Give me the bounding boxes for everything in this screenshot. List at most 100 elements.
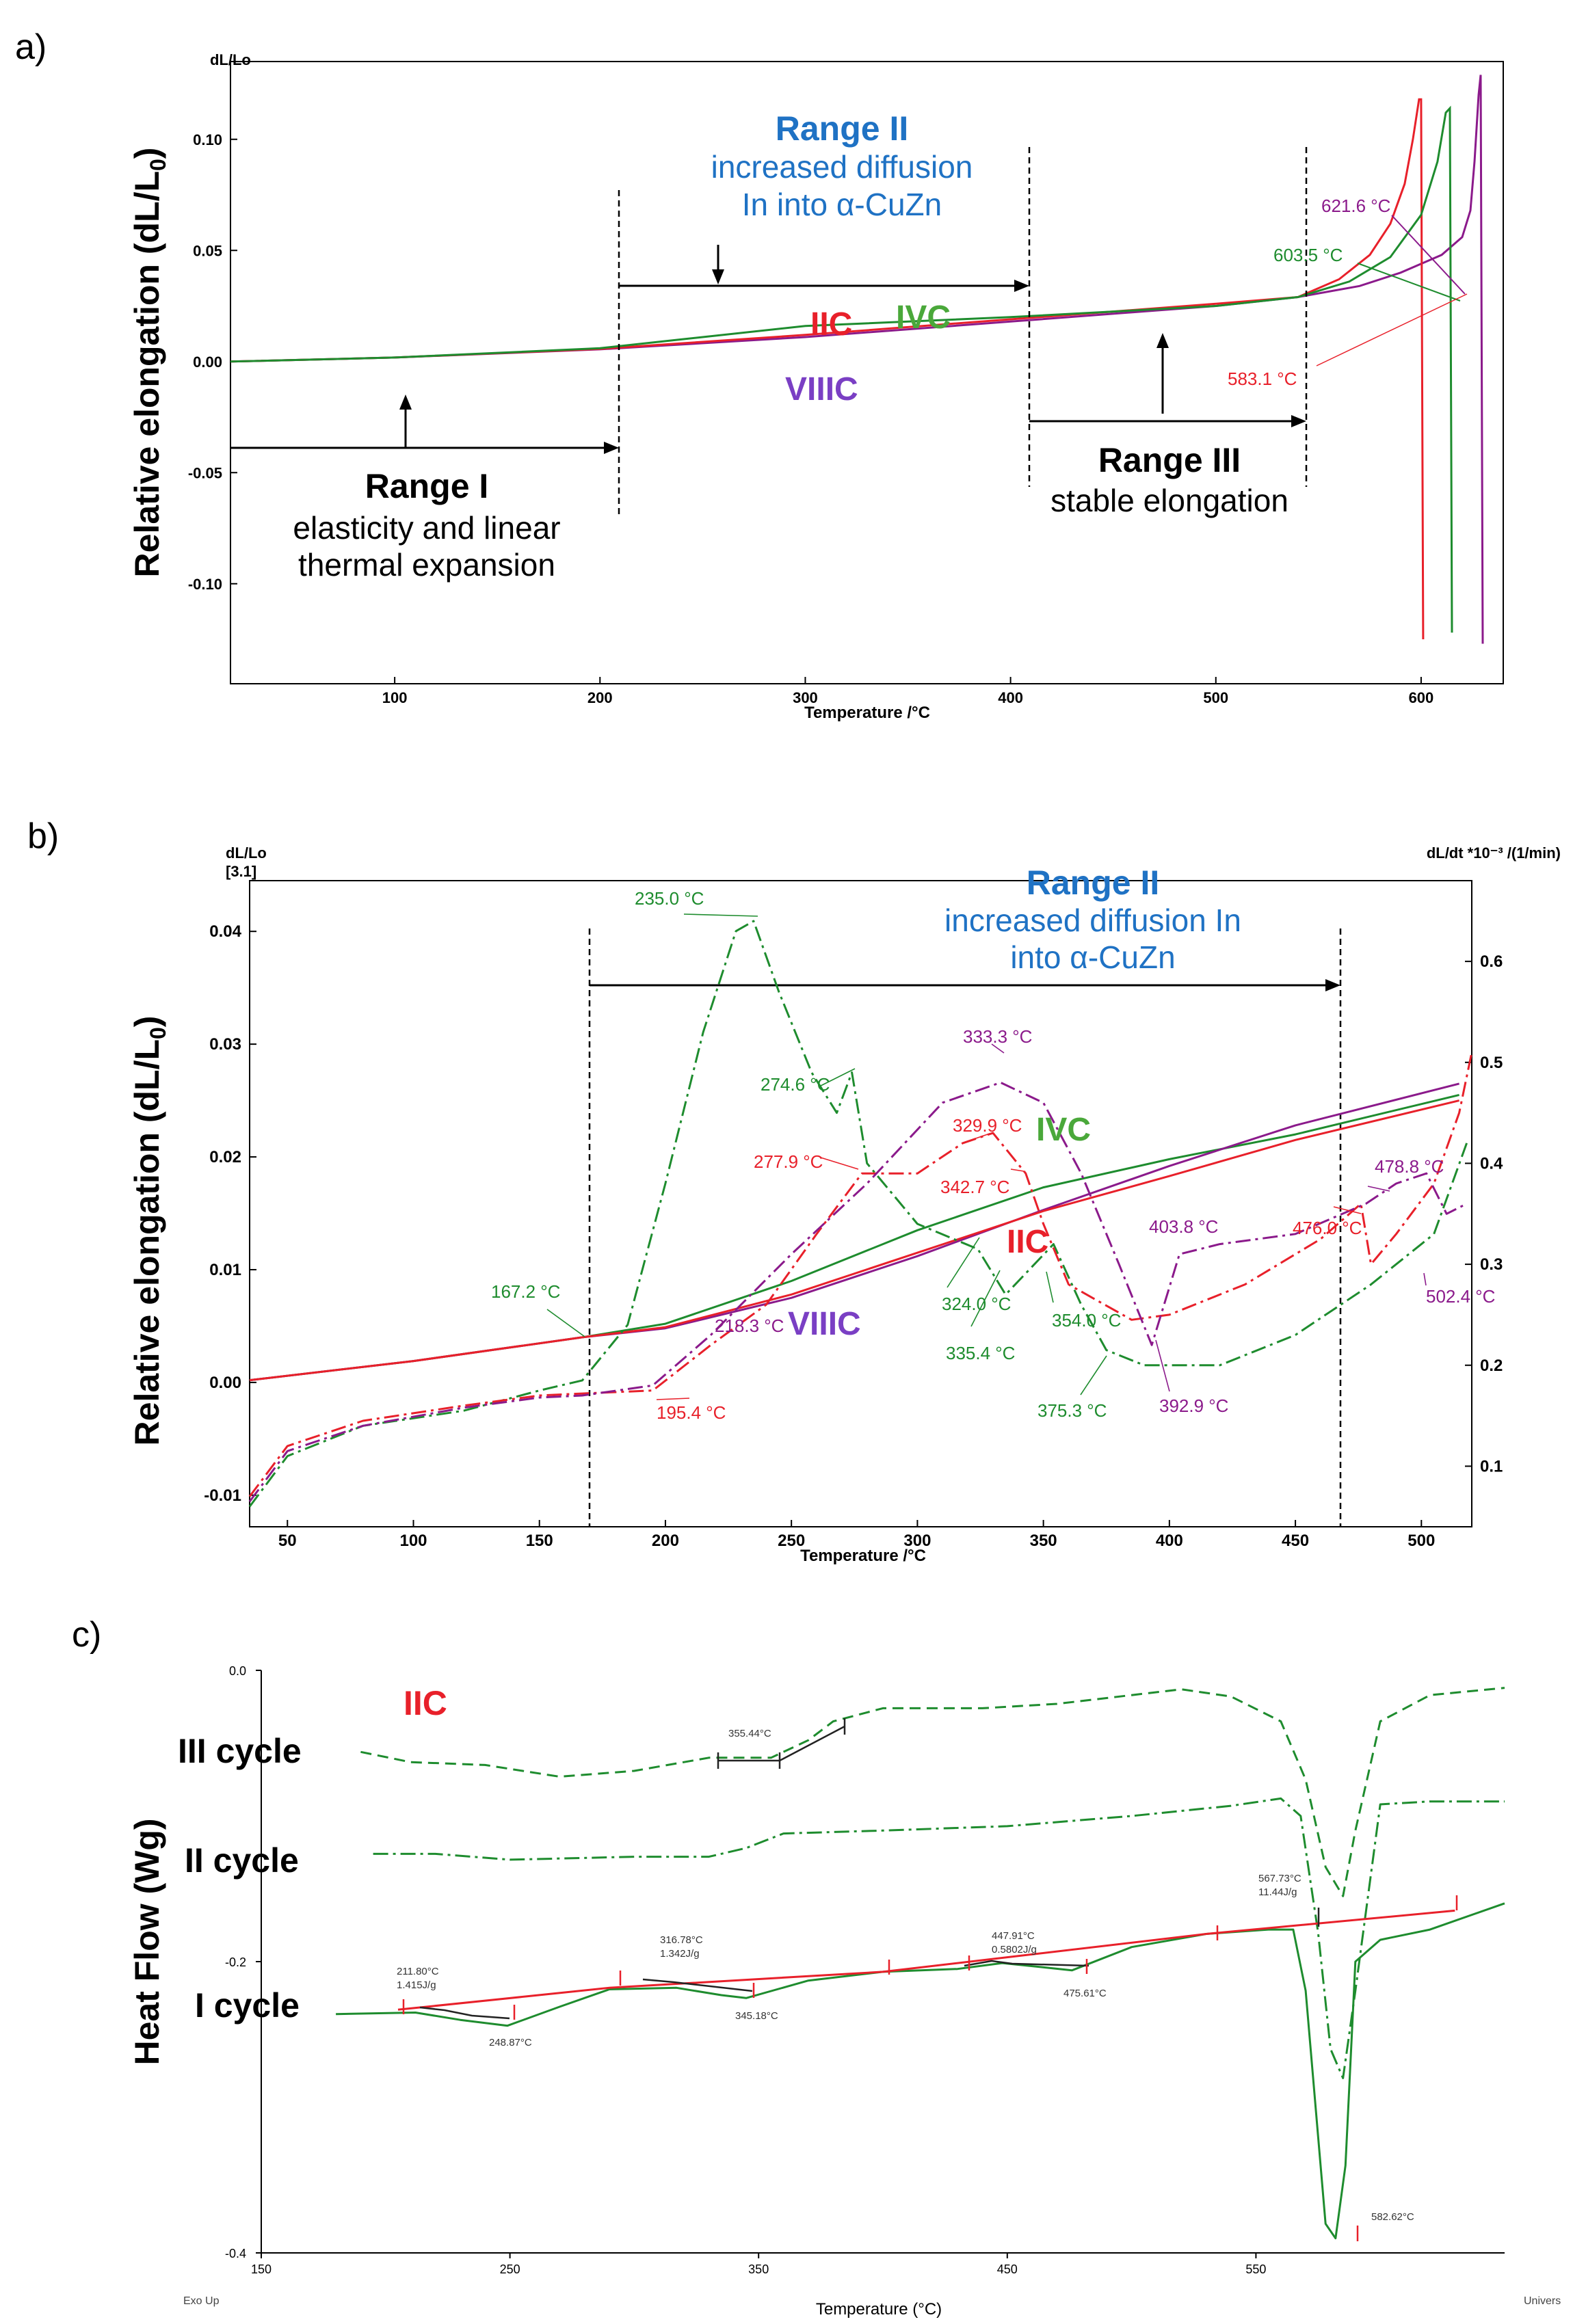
panel-a: a) dL/Lo Relative elongation (dL/L0) 100… [15, 27, 1504, 722]
panel-b-series-label-iic: IIC [1007, 1224, 1048, 1260]
b-x-tick-label: 400 [1156, 1532, 1183, 1550]
b-x-tick-label: 450 [1282, 1532, 1309, 1550]
b-y-tick-label: 0.03 [209, 1035, 241, 1054]
panel-b-callout-329: 329.9 °C [953, 1115, 1022, 1136]
panel-c-corner-left: Exo Up [183, 2295, 220, 2307]
b-y-tick-label: -0.01 [204, 1486, 241, 1505]
panel-c-annot-345: 345.18°C [735, 2010, 778, 2022]
c-y-tick-label: -0.2 [225, 1955, 246, 1969]
b-x-tick-label: 100 [399, 1532, 427, 1550]
a-y-tick-label: 0.05 [193, 242, 222, 259]
panel-c-y-label: Heat Flow (Wg) [128, 1818, 166, 2065]
b-x-tick-label: 50 [278, 1532, 297, 1550]
panel-c-baseline-markers [402, 1895, 1458, 2241]
panel-a-y-label: Relative elongation (dL/L0) [128, 148, 170, 578]
b-y-tick-label: 0.01 [209, 1261, 241, 1279]
panel-c-y-ticks: 0.0 -0.2 -0.4 [225, 1664, 261, 2260]
panel-b-callout-403: 403.8 °C [1149, 1216, 1218, 1237]
panel-a-x-label: Temperature /°C [804, 704, 930, 722]
panel-b-plot-frame [249, 880, 1472, 1527]
panel-a-range3-title: Range III [1098, 441, 1241, 479]
b-y2-tick-label: 0.2 [1480, 1357, 1503, 1375]
panel-a-range2-down-arrowhead [712, 269, 724, 284]
c-series-i-cycle [336, 1902, 1505, 2240]
panel-c-annot-355: 355.44°C [728, 1728, 771, 1739]
c-x-tick-label: 250 [500, 2262, 520, 2276]
panel-b-callout-333: 333.3 °C [963, 1026, 1032, 1047]
b-y-tick-label: 0.04 [209, 922, 241, 941]
a-series-viiic [230, 75, 1484, 644]
panel-b-label: b) [27, 816, 59, 856]
b-x-tick-label: 500 [1407, 1532, 1435, 1550]
panel-a-callout-583: 583.1 °C [1228, 369, 1297, 389]
a-y-tick-label: -0.10 [188, 576, 222, 593]
panel-a-series-label-viiic: VIIIC [785, 371, 858, 408]
panel-b-series-label-viiic: VIIIC [788, 1306, 861, 1342]
a-x-tick-label: 100 [382, 689, 408, 706]
panel-c-annot-316: 316.78°C [660, 1934, 703, 1946]
panel-a-range1-up-arrowhead [399, 395, 412, 410]
panel-b-y-unit: dL/Lo [226, 844, 267, 862]
b-y2-tick-label: 0.1 [1480, 1457, 1503, 1475]
panel-a-series-label-ivc: IVC [896, 299, 951, 336]
panel-b-callout-324: 324.0 °C [942, 1294, 1011, 1314]
panel-b-callout-167: 167.2 °C [491, 1281, 560, 1302]
a-y-tick-label: -0.05 [188, 464, 222, 481]
c-y-tick-label: -0.4 [225, 2247, 246, 2260]
panel-c-series [336, 1687, 1505, 2240]
c-x-tick-label: 350 [748, 2262, 769, 2276]
c-x-tick-label: 450 [997, 2262, 1018, 2276]
panel-b-callout-342: 342.7 °C [940, 1177, 1009, 1197]
a-x-tick-label: 300 [793, 689, 818, 706]
panel-b-callout-375: 375.3 °C [1037, 1400, 1107, 1421]
b-y2-tick-label: 0.6 [1480, 952, 1503, 971]
panel-a-plot-frame [230, 61, 1504, 684]
panel-c-integration-segments [419, 1718, 1089, 2020]
a-x-tick-label: 200 [587, 689, 613, 706]
panel-a-range2-arrowhead [1014, 280, 1029, 292]
b-y2-tick-label: 0.3 [1480, 1255, 1503, 1274]
panel-b-callout-502: 502.4 °C [1426, 1286, 1495, 1307]
panel-c-annot-582: 582.62°C [1371, 2211, 1414, 2223]
panel-b-x-ticks: 50 100 150 200 250 300 350 400 450 500 [278, 1520, 1435, 1550]
panel-b-callout-195: 195.4 °C [657, 1402, 726, 1423]
panel-c-label: c) [72, 1615, 101, 1655]
c-x-tick-label: 550 [1245, 2262, 1266, 2276]
panel-b-callout-277: 277.9 °C [754, 1151, 823, 1172]
panel-b-callout-476: 476.0 °C [1293, 1218, 1362, 1238]
b-y-tick-label: 0.02 [209, 1148, 241, 1166]
panel-c-annot-475: 475.61°C [1063, 1988, 1107, 1999]
panel-a-range3-line1: stable elongation [1050, 483, 1288, 518]
panel-a-range2-line2: In into α-CuZn [742, 187, 942, 222]
panel-c-annot-211-area: 1.415J/g [397, 1979, 436, 1991]
panel-b-series [248, 920, 1473, 1508]
panel-a-callout-leader-621 [1391, 215, 1466, 295]
panel-a-series-label-iic: IIC [810, 306, 852, 343]
a-series-iic [230, 98, 1425, 640]
panel-a-callout-621: 621.6 °C [1321, 196, 1390, 216]
panel-c-x-label: Temperature (°C) [816, 2300, 942, 2319]
b-y2-tick-label: 0.5 [1480, 1054, 1503, 1072]
panel-b-y2-ticks: 0.1 0.2 0.3 0.4 0.5 0.6 [1465, 952, 1503, 1475]
c-x-tick-label: 150 [251, 2262, 272, 2276]
panel-c-annot-248: 248.87°C [489, 2037, 532, 2048]
panel-c-annot-447: 447.91°C [992, 1930, 1035, 1942]
b-series-iic-dl-dt [248, 1052, 1473, 1497]
b-series-iic-elongation [249, 1099, 1459, 1382]
panel-c-annot-447-area: 0.5802J/g [992, 1944, 1037, 1955]
panel-c-corner-right: Univers [1524, 2295, 1561, 2307]
panel-b-x-label: Temperature /°C [800, 1547, 926, 1565]
panel-c-annot-211: 211.80°C [397, 1966, 439, 1977]
c-series-ii-cycle [373, 1797, 1505, 2079]
panel-c-annot-316-area: 1.342J/g [660, 1948, 700, 1960]
panel-b-range2-line1: increased diffusion In [944, 903, 1241, 938]
panel-b-range2-title: Range II [1027, 864, 1159, 902]
panel-c-cycle-label-3: III cycle [178, 1732, 302, 1770]
panel-c-title: IIC [404, 1684, 447, 1722]
panel-b-range2-line2: into α-CuZn [1010, 939, 1175, 975]
a-y-tick-label: 0.00 [193, 353, 222, 371]
panel-b-callout-392: 392.9 °C [1159, 1395, 1228, 1416]
b-x-tick-label: 350 [1030, 1532, 1057, 1550]
c-y-tick-label: 0.0 [229, 1664, 246, 1678]
